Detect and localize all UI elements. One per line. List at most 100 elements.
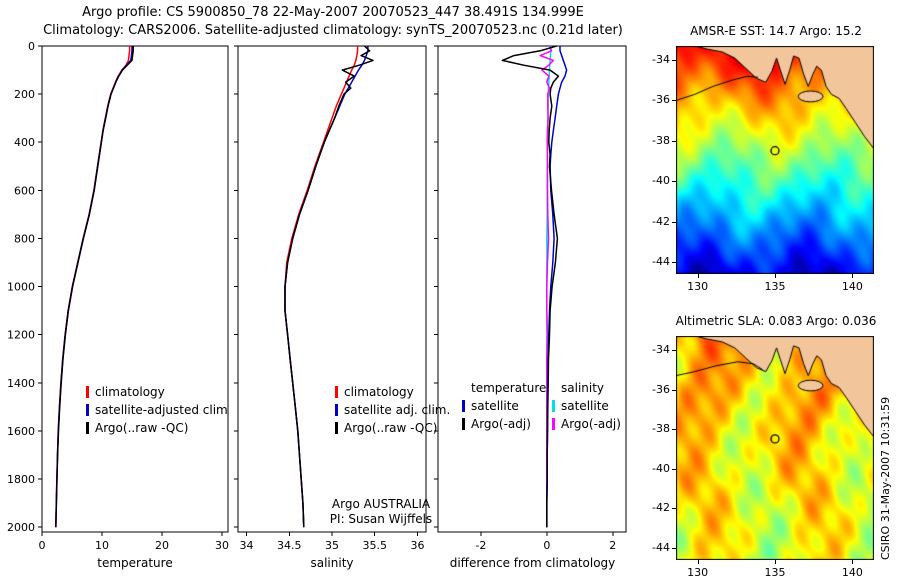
- map-x-tick-label: 140: [841, 280, 863, 293]
- legend-marker-climatology: [335, 386, 338, 398]
- map-x-tick-label: 130: [687, 280, 709, 293]
- difference-axis-label: difference from climatology: [449, 556, 616, 570]
- x-tick-label: 36: [410, 539, 424, 552]
- map-y-tick-mark: [672, 508, 676, 510]
- depth-tick-label: 0: [28, 40, 35, 53]
- sla-map-title: Altimetric SLA: 0.083 Argo: 0.036: [675, 314, 877, 328]
- map-y-tick-label: -38: [652, 133, 670, 147]
- legend-marker-argo: [86, 422, 89, 434]
- depth-tick-label: 400: [14, 136, 35, 149]
- x-tick-label: 10: [95, 539, 109, 552]
- sst-map: [676, 46, 874, 274]
- map-x-tick-label: 135: [764, 280, 786, 293]
- depth-tick-label: 1200: [7, 329, 35, 342]
- legend-item: Argo(-adj): [552, 415, 621, 433]
- depth-tick-label: 2000: [7, 521, 35, 534]
- map-x-tick-label: 135: [764, 566, 786, 579]
- salinity-legend: climatology satellite adj. clim. Argo(..…: [335, 383, 450, 437]
- depth-tick-label: 1800: [7, 473, 35, 486]
- x-tick-label: 20: [155, 539, 169, 552]
- map-y-tick-label: -42: [652, 214, 670, 228]
- map-y-tick-label: -36: [652, 382, 670, 396]
- x-tick-label: 34: [240, 539, 254, 552]
- difference-profile-panel: -2 0 2: [434, 45, 627, 552]
- map-y-tick-mark: [672, 389, 676, 391]
- map-y-tick-label: -44: [652, 254, 670, 268]
- salinity-profile-panel: 34 34.5 35 35.5 36: [234, 45, 427, 552]
- sla-map: [676, 336, 874, 560]
- depth-tick-label: 600: [14, 184, 35, 197]
- credit-text: CSIRO 31-May-2007 10:31:59: [879, 396, 892, 560]
- legend-label: satellite: [471, 399, 519, 413]
- legend-item: satellite: [462, 397, 546, 415]
- legend-marker-argo-sal: [552, 418, 555, 430]
- axes-box: [41, 45, 229, 533]
- map-y-tick-mark: [672, 60, 676, 62]
- legend-marker-argo-temp: [462, 418, 465, 430]
- map-x-tick-mark: [775, 274, 776, 278]
- legend-marker-satellite-adjusted: [335, 404, 338, 416]
- map-y-tick-mark: [672, 349, 676, 351]
- map-x-tick-mark: [697, 274, 699, 278]
- difference-temperature-legend: temperature satellite Argo(-adj): [462, 379, 546, 433]
- legend-item: climatology: [335, 383, 450, 401]
- map-y-tick-label: -36: [652, 93, 670, 107]
- map-x-tick-label: 130: [687, 566, 709, 579]
- legend-label: climatology: [344, 385, 414, 399]
- legend-label: satellite-adjusted climatology: [95, 403, 227, 417]
- legend-label: satellite adj. clim.: [344, 403, 451, 417]
- argo-australia-annotation: Argo AUSTRALIA PI: Susan Wijffels: [296, 497, 466, 527]
- profile-line-argo-raw-qc-: [55, 46, 134, 528]
- profile-line-argo-raw-qc-: [284, 45, 374, 528]
- temperature-profile-panel: 0 10 20 30 0 200 400 600 800 1000 1200 1400 1600 1800…: [7, 40, 229, 552]
- x-tick-label: 35: [325, 539, 339, 552]
- legend-marker-climatology: [86, 386, 89, 398]
- legend-header-salinity: salinity: [561, 381, 605, 395]
- profile-line-satellite-adjusted-climatology: [55, 46, 133, 528]
- figure-title-line1: Argo profile: CS 5900850_78 22-May-2007 …: [82, 5, 584, 20]
- x-tick-label: 0: [543, 539, 550, 552]
- x-tick-label: 0: [39, 539, 46, 552]
- map-y-tick-label: -34: [652, 53, 670, 67]
- legend-label: Argo(-adj): [471, 417, 531, 431]
- x-tick-label: 34.5: [277, 539, 302, 552]
- legend-label: Argo(..raw -QC): [95, 421, 189, 435]
- annotation-line2: PI: Susan Wijffels: [329, 512, 433, 526]
- map-y-tick-mark: [672, 429, 676, 431]
- profile-line-climatology: [284, 46, 359, 528]
- map-y-tick-label: -40: [652, 174, 670, 188]
- annotation-line1: Argo AUSTRALIA: [331, 497, 431, 511]
- map-y-tick-mark: [672, 548, 676, 550]
- map-y-tick-label: -44: [652, 541, 670, 555]
- legend-label: Argo(-adj): [561, 417, 621, 431]
- legend-item: climatology: [86, 383, 227, 401]
- map-x-tick-mark: [852, 274, 854, 278]
- map-x-tick-mark: [852, 560, 854, 564]
- legend-label: Argo(..raw -QC): [344, 421, 438, 435]
- depth-tick-label: 1000: [7, 281, 35, 294]
- figure-title-line2: Climatology: CARS2006. Satellite-adjuste…: [43, 23, 623, 38]
- depth-tick-label: 1600: [7, 425, 35, 438]
- legend-marker-satellite-adjusted: [86, 404, 89, 416]
- map-x-tick-label: 140: [841, 566, 863, 579]
- map-y-tick-label: -38: [652, 422, 670, 436]
- x-tick-label: -2: [475, 539, 486, 552]
- x-tick-label: 30: [215, 539, 229, 552]
- map-y-tick-mark: [672, 468, 676, 470]
- temperature-legend: climatology satellite-adjusted climatolo…: [86, 383, 227, 437]
- profile-line-argo-adj-: [501, 45, 560, 528]
- map-y-tick-label: -40: [652, 461, 670, 475]
- depth-tick-label: 200: [14, 88, 35, 101]
- map-y-tick-mark: [672, 181, 676, 183]
- sst-map-title: AMSR-E SST: 14.7 Argo: 15.2: [690, 24, 862, 38]
- profile-line-satellite-adj-clim-: [284, 46, 369, 528]
- x-tick-label: 35.5: [362, 539, 387, 552]
- x-tick-label: 2: [609, 539, 616, 552]
- map-x-tick-mark: [775, 560, 776, 564]
- legend-label: climatology: [95, 385, 165, 399]
- legend-marker-satellite-temp: [462, 400, 465, 412]
- map-x-tick-mark: [697, 560, 699, 564]
- map-y-tick-mark: [672, 100, 676, 102]
- map-y-tick-mark: [672, 221, 676, 223]
- temperature-axis-label: temperature: [97, 556, 173, 570]
